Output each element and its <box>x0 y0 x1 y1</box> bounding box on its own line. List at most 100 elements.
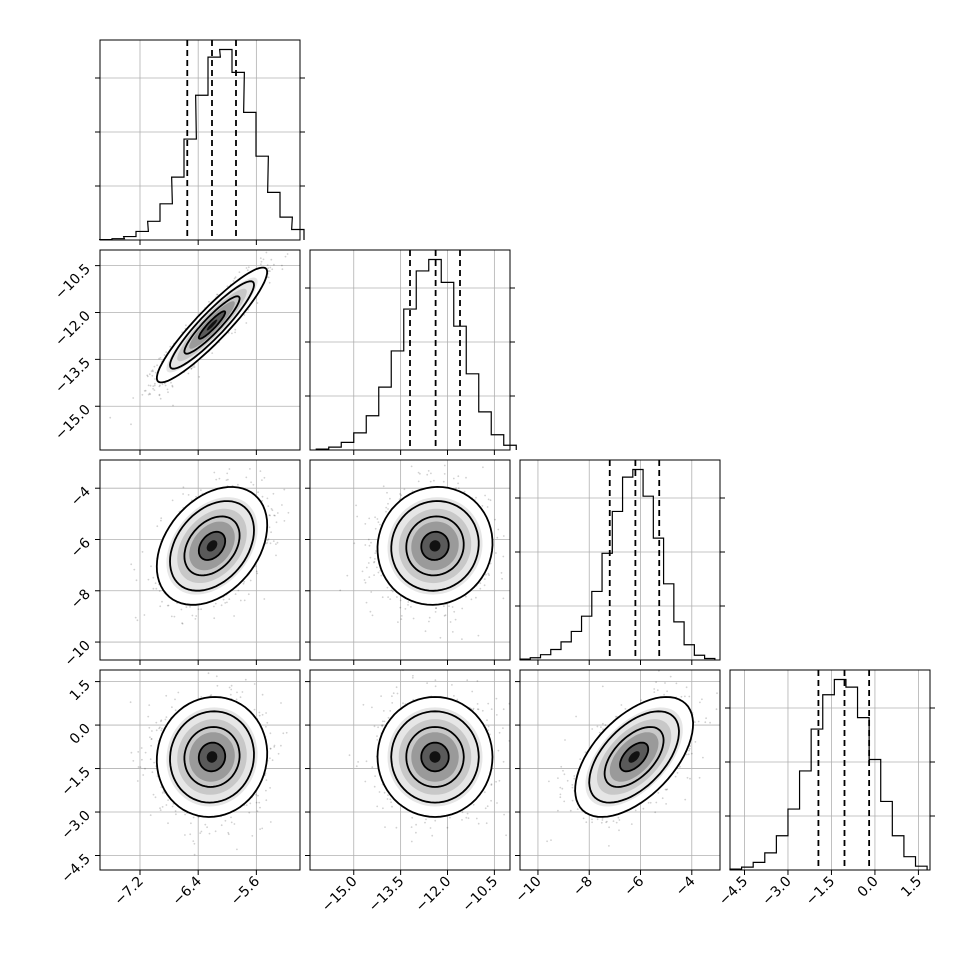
scatter-point <box>428 616 431 619</box>
scatter-point <box>442 480 445 483</box>
histogram-1-step <box>315 258 517 450</box>
scatter-point <box>267 538 270 541</box>
scatter-point <box>482 466 484 469</box>
scatter-point <box>154 796 157 799</box>
scatter-point <box>148 392 151 395</box>
scatter-point <box>479 587 482 590</box>
scatter-point <box>487 572 490 575</box>
scatter-point <box>427 470 430 472</box>
histogram-0-frame <box>99 39 301 241</box>
scatter-point <box>260 263 262 266</box>
scatter-point <box>208 300 210 303</box>
scatter-point <box>156 364 159 367</box>
scatter-point <box>237 483 239 486</box>
scatter-point <box>266 264 269 266</box>
scatter-point <box>430 472 432 475</box>
scatter-point <box>164 718 167 721</box>
scatter-point <box>150 370 153 373</box>
scatter-point <box>132 397 135 399</box>
histogram-2-step <box>519 468 716 660</box>
scatter-point <box>258 801 261 804</box>
scatter-point <box>170 615 173 618</box>
scatter-point <box>494 518 496 521</box>
scatter-point <box>268 514 271 517</box>
scatter-point <box>195 615 198 617</box>
scatter-point <box>426 473 429 476</box>
scatter-point <box>477 634 480 637</box>
scatter-point <box>424 630 427 633</box>
scatter-point <box>148 373 151 376</box>
scatter-point <box>166 388 169 391</box>
scatter-point <box>260 260 263 263</box>
scatter-point <box>391 590 394 593</box>
scatter-point <box>364 581 367 584</box>
scatter-point <box>375 550 377 552</box>
scatter-point <box>194 618 197 620</box>
scatter-point <box>428 620 430 623</box>
scatter-point <box>367 562 370 564</box>
scatter-point <box>470 598 473 601</box>
scatter-point <box>400 494 403 497</box>
histogram-3-frame <box>729 669 931 871</box>
scatter-point <box>261 495 264 498</box>
scatter-point <box>144 751 147 754</box>
scatter-point <box>262 258 265 261</box>
scatter-point <box>239 696 242 699</box>
scatter-point <box>155 729 158 732</box>
scatter-point <box>207 672 210 675</box>
scatter-point <box>397 621 399 623</box>
scatter-point <box>461 638 463 640</box>
scatter-point <box>200 489 202 491</box>
scatter-point <box>158 393 161 396</box>
scatter-point <box>134 616 137 619</box>
scatter-point <box>485 573 487 576</box>
scatter-point <box>451 631 454 633</box>
scatter-point <box>257 491 259 494</box>
scatter-point <box>233 277 236 280</box>
scatter-point <box>452 477 455 480</box>
scatter-point <box>238 271 241 274</box>
histogram-1-frame <box>309 249 511 451</box>
scatter-point <box>159 384 161 387</box>
scatter-point <box>137 766 140 768</box>
scatter-point <box>369 556 372 559</box>
scatter-point <box>429 480 432 483</box>
x-tick-label: −3.0 <box>759 874 794 909</box>
scatter-point <box>399 606 402 609</box>
scatter-point <box>387 502 389 505</box>
scatter-point <box>265 712 267 714</box>
scatter-point <box>502 555 505 558</box>
scatter-point <box>231 332 233 335</box>
scatter-point <box>163 354 166 356</box>
scatter-point <box>152 576 155 579</box>
scatter-point <box>147 393 150 396</box>
scatter-point <box>275 521 278 524</box>
scatter-point <box>267 267 270 270</box>
scatter-point <box>373 574 375 576</box>
scatter-point <box>275 554 277 557</box>
scatter-point <box>169 345 172 348</box>
scatter-point <box>171 499 174 502</box>
scatter-point <box>380 574 383 577</box>
scatter-point <box>152 387 155 390</box>
scatter-point <box>407 604 409 606</box>
scatter-point <box>390 589 393 592</box>
scatter-point <box>147 384 150 387</box>
scatter-point <box>256 810 259 813</box>
histogram-3-step <box>729 678 928 870</box>
scatter-point <box>159 809 162 811</box>
scatter-point <box>276 512 279 514</box>
scatter-point <box>253 683 256 685</box>
scatter-point <box>271 509 274 512</box>
scatter-point <box>356 515 359 518</box>
scatter-point <box>130 423 132 426</box>
scatter-point <box>213 617 216 620</box>
scatter-point <box>245 476 248 479</box>
scatter-point <box>190 367 193 370</box>
scatter-point <box>172 404 174 407</box>
scatter-point <box>273 514 275 517</box>
scatter-point <box>228 598 231 600</box>
scatter-point <box>439 636 442 639</box>
scatter-point <box>281 268 284 271</box>
scatter-point <box>457 475 460 478</box>
